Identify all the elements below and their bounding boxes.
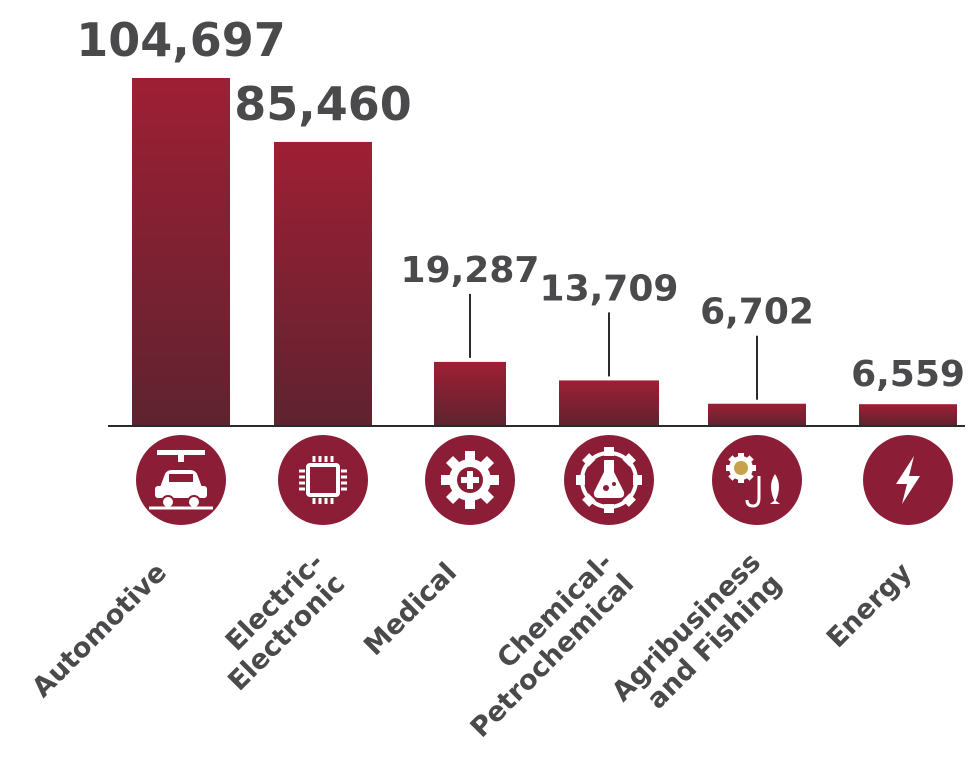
medical-gear-icon: [425, 435, 515, 525]
car-assembly-icon: [136, 435, 226, 525]
value-label: 6,702: [700, 292, 814, 333]
category-label: Chemical-Petrochemical: [443, 547, 640, 744]
category-label: Medical: [358, 557, 463, 662]
category-label: Energy: [821, 557, 918, 654]
bar-medical: [434, 361, 506, 426]
agri-fishing-icon: [712, 435, 802, 525]
category-label: Electric-Electronic: [201, 547, 351, 697]
value-label: 13,709: [540, 268, 679, 309]
bar-automotive: [132, 78, 230, 426]
bar-energy: [859, 404, 957, 426]
value-label: 19,287: [401, 250, 540, 291]
lightning-bolt-icon: [863, 435, 953, 525]
chemical-flask-gear-icon: [564, 435, 654, 525]
category-label: Agribusinessand Fishing: [606, 547, 788, 729]
bar-agribusiness-and-fishing: [708, 403, 806, 426]
value-label: 85,460: [234, 77, 412, 131]
category-label: Automotive: [26, 557, 173, 704]
bar-electric-electronic: [274, 141, 372, 426]
value-label: 104,697: [76, 13, 286, 67]
value-label: 6,559: [851, 354, 965, 395]
microchip-icon: [278, 435, 368, 525]
bar-chemical-petrochemical: [559, 380, 659, 426]
